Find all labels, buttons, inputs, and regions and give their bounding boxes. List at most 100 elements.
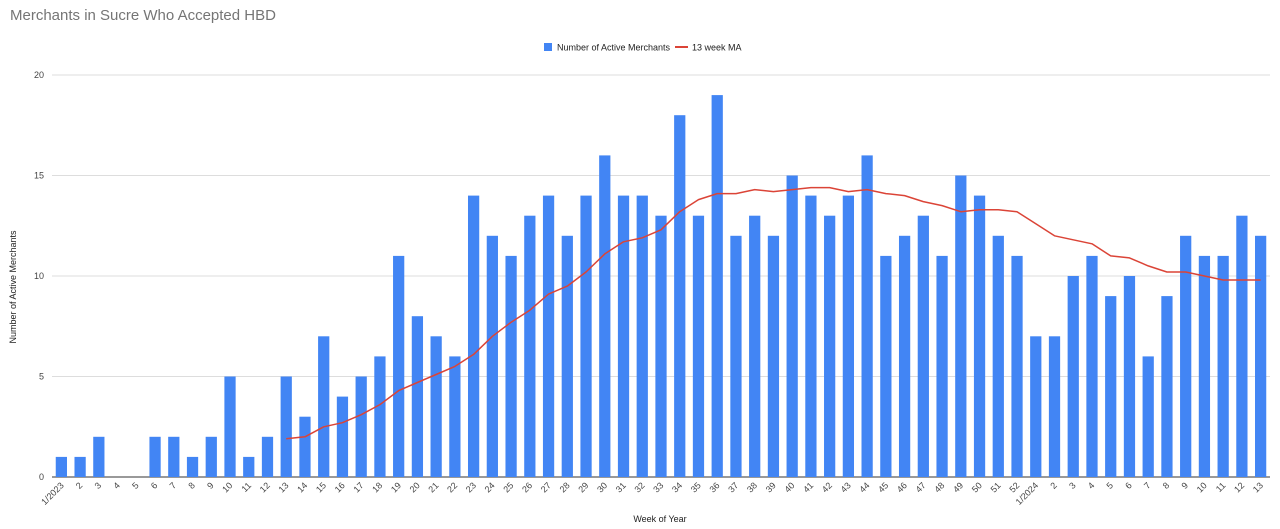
x-tick-label: 47 bbox=[914, 480, 928, 494]
bar[interactable] bbox=[636, 195, 648, 477]
x-tick-label: 16 bbox=[333, 480, 347, 494]
bar[interactable] bbox=[411, 316, 424, 477]
bar[interactable] bbox=[542, 195, 555, 477]
legend[interactable]: Number of Active Merchants 13 week MA bbox=[544, 43, 742, 53]
chart-title: Merchants in Sucre Who Accepted HBD bbox=[10, 7, 276, 24]
bar[interactable] bbox=[1180, 235, 1192, 477]
bar[interactable] bbox=[730, 235, 742, 477]
bar[interactable] bbox=[1255, 235, 1267, 477]
x-tick-label: 3 bbox=[93, 480, 104, 491]
bar[interactable] bbox=[805, 195, 817, 477]
x-tick-label: 11 bbox=[1214, 480, 1228, 494]
bar[interactable] bbox=[318, 336, 330, 477]
bar[interactable] bbox=[973, 195, 986, 477]
bar[interactable] bbox=[205, 436, 217, 477]
x-tick-label: 26 bbox=[520, 480, 534, 494]
bar[interactable] bbox=[580, 195, 592, 477]
bar[interactable] bbox=[467, 195, 480, 477]
bar[interactable] bbox=[1123, 276, 1136, 477]
bar[interactable] bbox=[711, 95, 723, 477]
x-tick-label: 10 bbox=[220, 480, 234, 494]
x-tick-label: 10 bbox=[1195, 480, 1209, 494]
bar[interactable] bbox=[55, 456, 67, 477]
x-tick-label: 39 bbox=[764, 480, 778, 494]
x-tick-label: 3 bbox=[1067, 480, 1078, 491]
bar[interactable] bbox=[767, 235, 780, 477]
bar[interactable] bbox=[1048, 336, 1061, 477]
x-tick-label: 40 bbox=[782, 480, 796, 494]
bar[interactable] bbox=[655, 215, 667, 477]
bar[interactable] bbox=[243, 456, 255, 477]
y-tick-label: 10 bbox=[34, 271, 44, 281]
bar[interactable] bbox=[224, 376, 236, 478]
bar[interactable] bbox=[374, 356, 386, 477]
x-tick-label: 2 bbox=[74, 480, 85, 491]
bar[interactable] bbox=[880, 255, 892, 477]
bar[interactable] bbox=[261, 436, 274, 477]
bar[interactable] bbox=[992, 235, 1004, 477]
bar[interactable] bbox=[1198, 255, 1211, 477]
x-tick-label: 37 bbox=[726, 480, 740, 494]
bar[interactable] bbox=[917, 215, 929, 477]
bar[interactable] bbox=[786, 175, 798, 478]
bar[interactable] bbox=[749, 215, 761, 477]
bar[interactable] bbox=[674, 115, 686, 477]
bar[interactable] bbox=[524, 215, 536, 477]
bar[interactable] bbox=[93, 436, 105, 477]
bar[interactable] bbox=[336, 396, 349, 477]
bar[interactable] bbox=[936, 255, 948, 477]
bar[interactable] bbox=[824, 215, 836, 477]
x-tick-label: 43 bbox=[839, 480, 853, 494]
y-tick-label: 0 bbox=[39, 472, 44, 482]
x-tick-label: 11 bbox=[239, 480, 253, 494]
bar[interactable] bbox=[1086, 255, 1098, 477]
x-tick-label: 5 bbox=[130, 480, 141, 491]
bar[interactable] bbox=[955, 175, 967, 478]
bar[interactable] bbox=[1217, 255, 1229, 477]
x-tick-label: 25 bbox=[501, 480, 515, 494]
bar[interactable] bbox=[898, 235, 911, 477]
bar[interactable] bbox=[1105, 296, 1117, 477]
bar[interactable] bbox=[280, 376, 292, 478]
bar[interactable] bbox=[149, 436, 161, 477]
x-tick-label: 31 bbox=[614, 480, 628, 494]
x-tick-label: 33 bbox=[651, 480, 665, 494]
x-tick-label: 29 bbox=[576, 480, 590, 494]
x-tick-label: 38 bbox=[745, 480, 759, 494]
bar[interactable] bbox=[1030, 336, 1042, 477]
y-axis-ticks: 0 5 10 15 20 bbox=[34, 70, 44, 482]
bar[interactable] bbox=[1067, 276, 1079, 477]
x-tick-label: 41 bbox=[801, 480, 815, 494]
bar[interactable] bbox=[393, 255, 405, 477]
bar[interactable] bbox=[617, 195, 630, 477]
bar[interactable] bbox=[355, 376, 367, 478]
bar[interactable] bbox=[561, 235, 573, 477]
bar[interactable] bbox=[505, 255, 517, 477]
x-tick-label: 19 bbox=[389, 480, 403, 494]
bar[interactable] bbox=[1011, 255, 1023, 477]
x-tick-label: 28 bbox=[558, 480, 572, 494]
x-tick-label: 34 bbox=[670, 480, 684, 494]
bar[interactable] bbox=[842, 195, 855, 477]
bar[interactable] bbox=[1142, 356, 1154, 477]
bar[interactable] bbox=[1236, 215, 1248, 477]
bar[interactable] bbox=[430, 336, 442, 477]
x-tick-label: 1/2023 bbox=[39, 480, 66, 507]
y-axis-title: Number of Active Merchants bbox=[8, 230, 18, 344]
bar[interactable] bbox=[599, 155, 611, 477]
bar[interactable] bbox=[692, 215, 705, 477]
bar[interactable] bbox=[449, 356, 461, 477]
bar[interactable] bbox=[186, 456, 199, 477]
bar[interactable] bbox=[74, 456, 86, 477]
x-tick-label: 45 bbox=[876, 480, 890, 494]
x-tick-label: 13 bbox=[1251, 480, 1265, 494]
y-tick-label: 15 bbox=[34, 171, 44, 181]
bar[interactable] bbox=[861, 155, 873, 477]
bar[interactable] bbox=[168, 436, 180, 477]
ma-line[interactable] bbox=[286, 186, 1261, 440]
bar[interactable] bbox=[486, 235, 498, 477]
x-tick-label: 32 bbox=[633, 480, 647, 494]
bar[interactable] bbox=[299, 416, 311, 477]
bar[interactable] bbox=[1161, 296, 1173, 477]
